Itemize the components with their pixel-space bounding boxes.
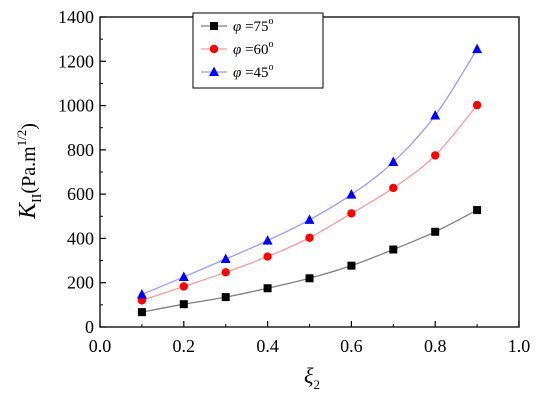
legend-label-symbol: φ — [233, 19, 245, 35]
y-axis-title-sub: II — [30, 193, 45, 203]
data-point — [305, 233, 314, 242]
data-point — [263, 252, 272, 261]
data-point — [431, 227, 440, 236]
data-point — [472, 100, 482, 110]
legend-label: φ =75o — [233, 16, 274, 35]
legend-label-degree: o — [269, 39, 274, 50]
data-point — [221, 293, 230, 302]
y-tick-label: 1200 — [58, 51, 94, 71]
legend-label: φ =45o — [233, 62, 274, 81]
y-tick-label: 1000 — [58, 96, 94, 116]
legend-marker — [209, 66, 219, 76]
data-point — [389, 183, 398, 193]
data-point — [178, 271, 189, 281]
y-axis-title-base: K — [15, 201, 41, 220]
legend-item: φ =45o — [201, 62, 274, 81]
data-point — [473, 206, 482, 215]
y-axis-title: KII(Pa.m1/2) — [14, 123, 45, 220]
data-point — [346, 189, 357, 199]
x-tick-label: 0.4 — [256, 336, 279, 356]
x-tick-label: 0.6 — [340, 336, 363, 356]
x-tick-label: 1.0 — [508, 336, 531, 356]
legend-label-degree: o — [269, 62, 274, 73]
series-line — [141, 104, 478, 302]
legend-marker — [210, 22, 218, 30]
legend-marker — [209, 44, 219, 54]
data-point — [137, 308, 146, 317]
x-tick-label: 0.8 — [424, 336, 447, 356]
legend-item: φ =60o — [201, 39, 274, 58]
x-axis-title-base: ξ — [304, 363, 314, 388]
data-point — [304, 214, 315, 224]
data-point — [179, 282, 188, 291]
data-point — [389, 245, 398, 254]
series-2 — [136, 43, 483, 299]
legend-label: φ =60o — [233, 39, 274, 58]
legend-label-degree: o — [269, 16, 274, 27]
data-point — [305, 274, 314, 283]
y-tick-label: 0 — [85, 317, 94, 337]
data-point — [262, 235, 273, 245]
data-point — [388, 156, 399, 167]
data-point — [472, 43, 483, 54]
y-tick-label: 400 — [67, 228, 94, 248]
legend-item: φ =75o — [201, 16, 274, 35]
data-point — [221, 268, 230, 277]
y-axis-title-unit: (Pa.m — [18, 146, 40, 194]
data-point — [430, 110, 441, 120]
data-point — [220, 253, 231, 264]
data-point — [431, 151, 440, 160]
legend-label-value: =60 — [245, 42, 268, 58]
y-tick-label: 800 — [67, 140, 94, 160]
legend-label-value: =45 — [245, 65, 268, 81]
series-1 — [137, 100, 482, 305]
series-line — [141, 209, 478, 313]
y-tick-label: 200 — [67, 273, 94, 293]
y-axis-title-unit-sup: 1/2 — [14, 130, 29, 147]
x-tick-label: 0.0 — [89, 336, 112, 356]
y-tick-label: 600 — [67, 184, 94, 204]
y-axis-title-unit-close: ) — [18, 123, 40, 130]
x-axis-title-sub: 2 — [313, 377, 320, 392]
x-axis-title: ξ2 — [304, 363, 320, 392]
y-tick-label: 1400 — [58, 7, 94, 27]
data-point — [136, 288, 147, 299]
series-0 — [137, 206, 482, 317]
data-point — [179, 300, 188, 309]
data-point — [263, 284, 272, 293]
data-point — [347, 261, 356, 270]
legend-label-symbol: φ — [233, 65, 245, 81]
legend-label-value: =75 — [245, 19, 268, 35]
legend-label-symbol: φ — [233, 42, 245, 58]
x-tick-label: 0.2 — [173, 336, 196, 356]
data-point — [347, 209, 356, 218]
